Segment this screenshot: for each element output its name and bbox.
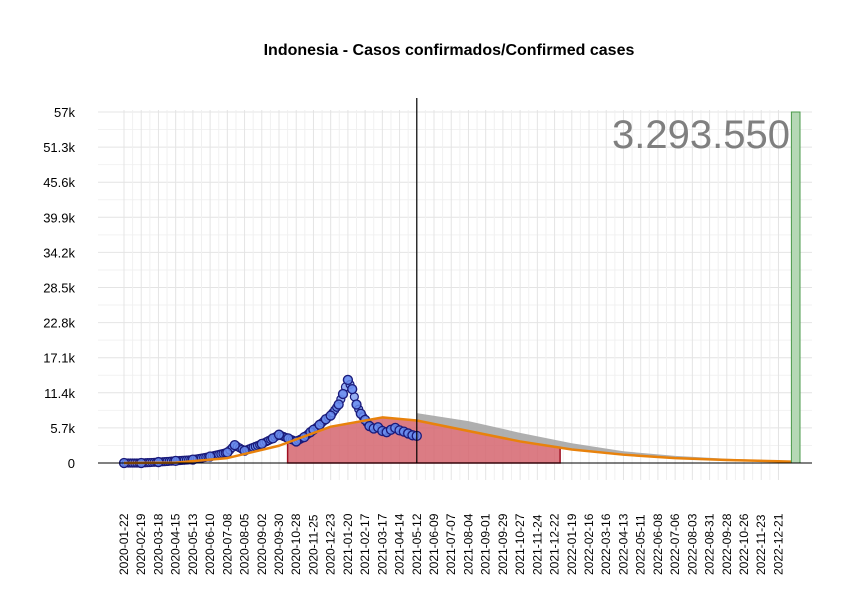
data-point [256, 438, 267, 450]
y-tick-label: 57k [54, 105, 75, 120]
x-tick-label: 2022-08-31 [703, 513, 717, 575]
total-bar-group [790, 111, 801, 464]
fit-line-group [123, 416, 792, 465]
x-tick-label: 2020-07-08 [220, 513, 234, 575]
x-tick-label: 2022-06-08 [651, 513, 665, 575]
data-point [325, 410, 336, 421]
data-point [351, 399, 362, 410]
data-point [347, 383, 358, 395]
x-tick-label: 2022-04-13 [616, 513, 630, 575]
data-point [229, 439, 240, 451]
observed-points-group [118, 374, 422, 469]
x-tick-label: 2021-09-29 [496, 513, 510, 575]
x-tick-label: 2022-09-28 [720, 513, 734, 575]
x-tick-label: 2021-05-12 [410, 513, 424, 575]
x-tick-label: 2022-03-16 [599, 513, 613, 575]
x-tick-label: 2020-02-19 [134, 513, 148, 575]
x-tick-label: 2021-12-22 [548, 513, 562, 575]
x-tick-label: 2022-08-03 [685, 513, 699, 575]
x-tick-label: 2022-11-23 [754, 514, 768, 575]
x-tick-label: 2020-04-15 [169, 513, 183, 575]
y-axis-labels: 0 5.7k 11.4k 17.1k 22.8k 28.5k 34.2k 39.9k 45.6k… [43, 105, 75, 471]
data-point [342, 374, 354, 386]
x-tick-label: 2020-03-18 [151, 513, 165, 575]
x-tick-label: 2021-06-09 [427, 513, 441, 575]
x-tick-label: 2021-11-24 [530, 514, 544, 575]
y-tick-label: 51.3k [43, 140, 75, 155]
y-tick-label: 39.9k [43, 210, 75, 225]
x-tick-label: 2020-09-30 [272, 513, 286, 575]
x-tick-label: 2021-07-07 [444, 513, 458, 575]
data-point [170, 455, 181, 466]
x-tick-label: 2020-05-13 [186, 513, 200, 575]
x-tick-label: 2022-01-19 [565, 513, 579, 575]
data-point [337, 388, 349, 400]
y-tick-label: 11.4k [44, 386, 75, 401]
grid-lines [98, 110, 812, 480]
y-tick-label: 5.7k [50, 421, 75, 436]
total-bar [790, 111, 801, 464]
data-point [222, 447, 233, 458]
total-cases-label: 3.293.550 [612, 113, 790, 157]
x-tick-label: 2022-12-21 [771, 513, 785, 575]
fit-line-path [123, 416, 792, 465]
x-axis-labels: 2020-01-22 2020-02-19 2020-03-18 2020-04-15… [117, 513, 785, 575]
x-tick-label: 2020-08-05 [238, 513, 252, 575]
y-tick-label: 45.6k [43, 175, 75, 190]
x-tick-label: 2020-10-28 [289, 513, 303, 575]
x-tick-label: 2022-05-11 [634, 514, 648, 575]
data-point [273, 429, 285, 440]
chart-title: Indonesia - Casos confirmados/Confirmed … [264, 42, 635, 59]
x-tick-label: 2022-02-16 [582, 513, 596, 575]
y-tick-label: 0 [68, 456, 75, 471]
x-tick-label: 2020-01-22 [117, 513, 131, 575]
x-tick-label: 2022-10-26 [737, 513, 751, 575]
x-tick-label: 2021-08-04 [461, 513, 475, 575]
x-tick-label: 2020-12-23 [324, 513, 338, 575]
y-tick-label: 22.8k [43, 316, 75, 331]
y-tick-label: 28.5k [43, 281, 75, 296]
x-tick-label: 2021-02-17 [358, 513, 372, 575]
x-tick-label: 2021-09-01 [479, 513, 493, 575]
x-tick-label: 2021-10-27 [513, 513, 527, 575]
x-tick-label: 2020-06-10 [203, 513, 217, 575]
x-tick-label: 2020-09-02 [255, 513, 269, 575]
x-tick-label: 2021-01-20 [341, 513, 355, 575]
data-point [333, 399, 344, 410]
x-tick-label: 2021-03-17 [375, 513, 389, 575]
x-tick-label: 2022-07-06 [668, 513, 682, 575]
x-tick-label: 2020-11-25 [306, 514, 320, 575]
y-tick-label: 34.2k [43, 245, 75, 260]
x-tick-label: 2021-04-14 [393, 513, 407, 575]
y-tick-label: 17.1k [43, 351, 75, 366]
